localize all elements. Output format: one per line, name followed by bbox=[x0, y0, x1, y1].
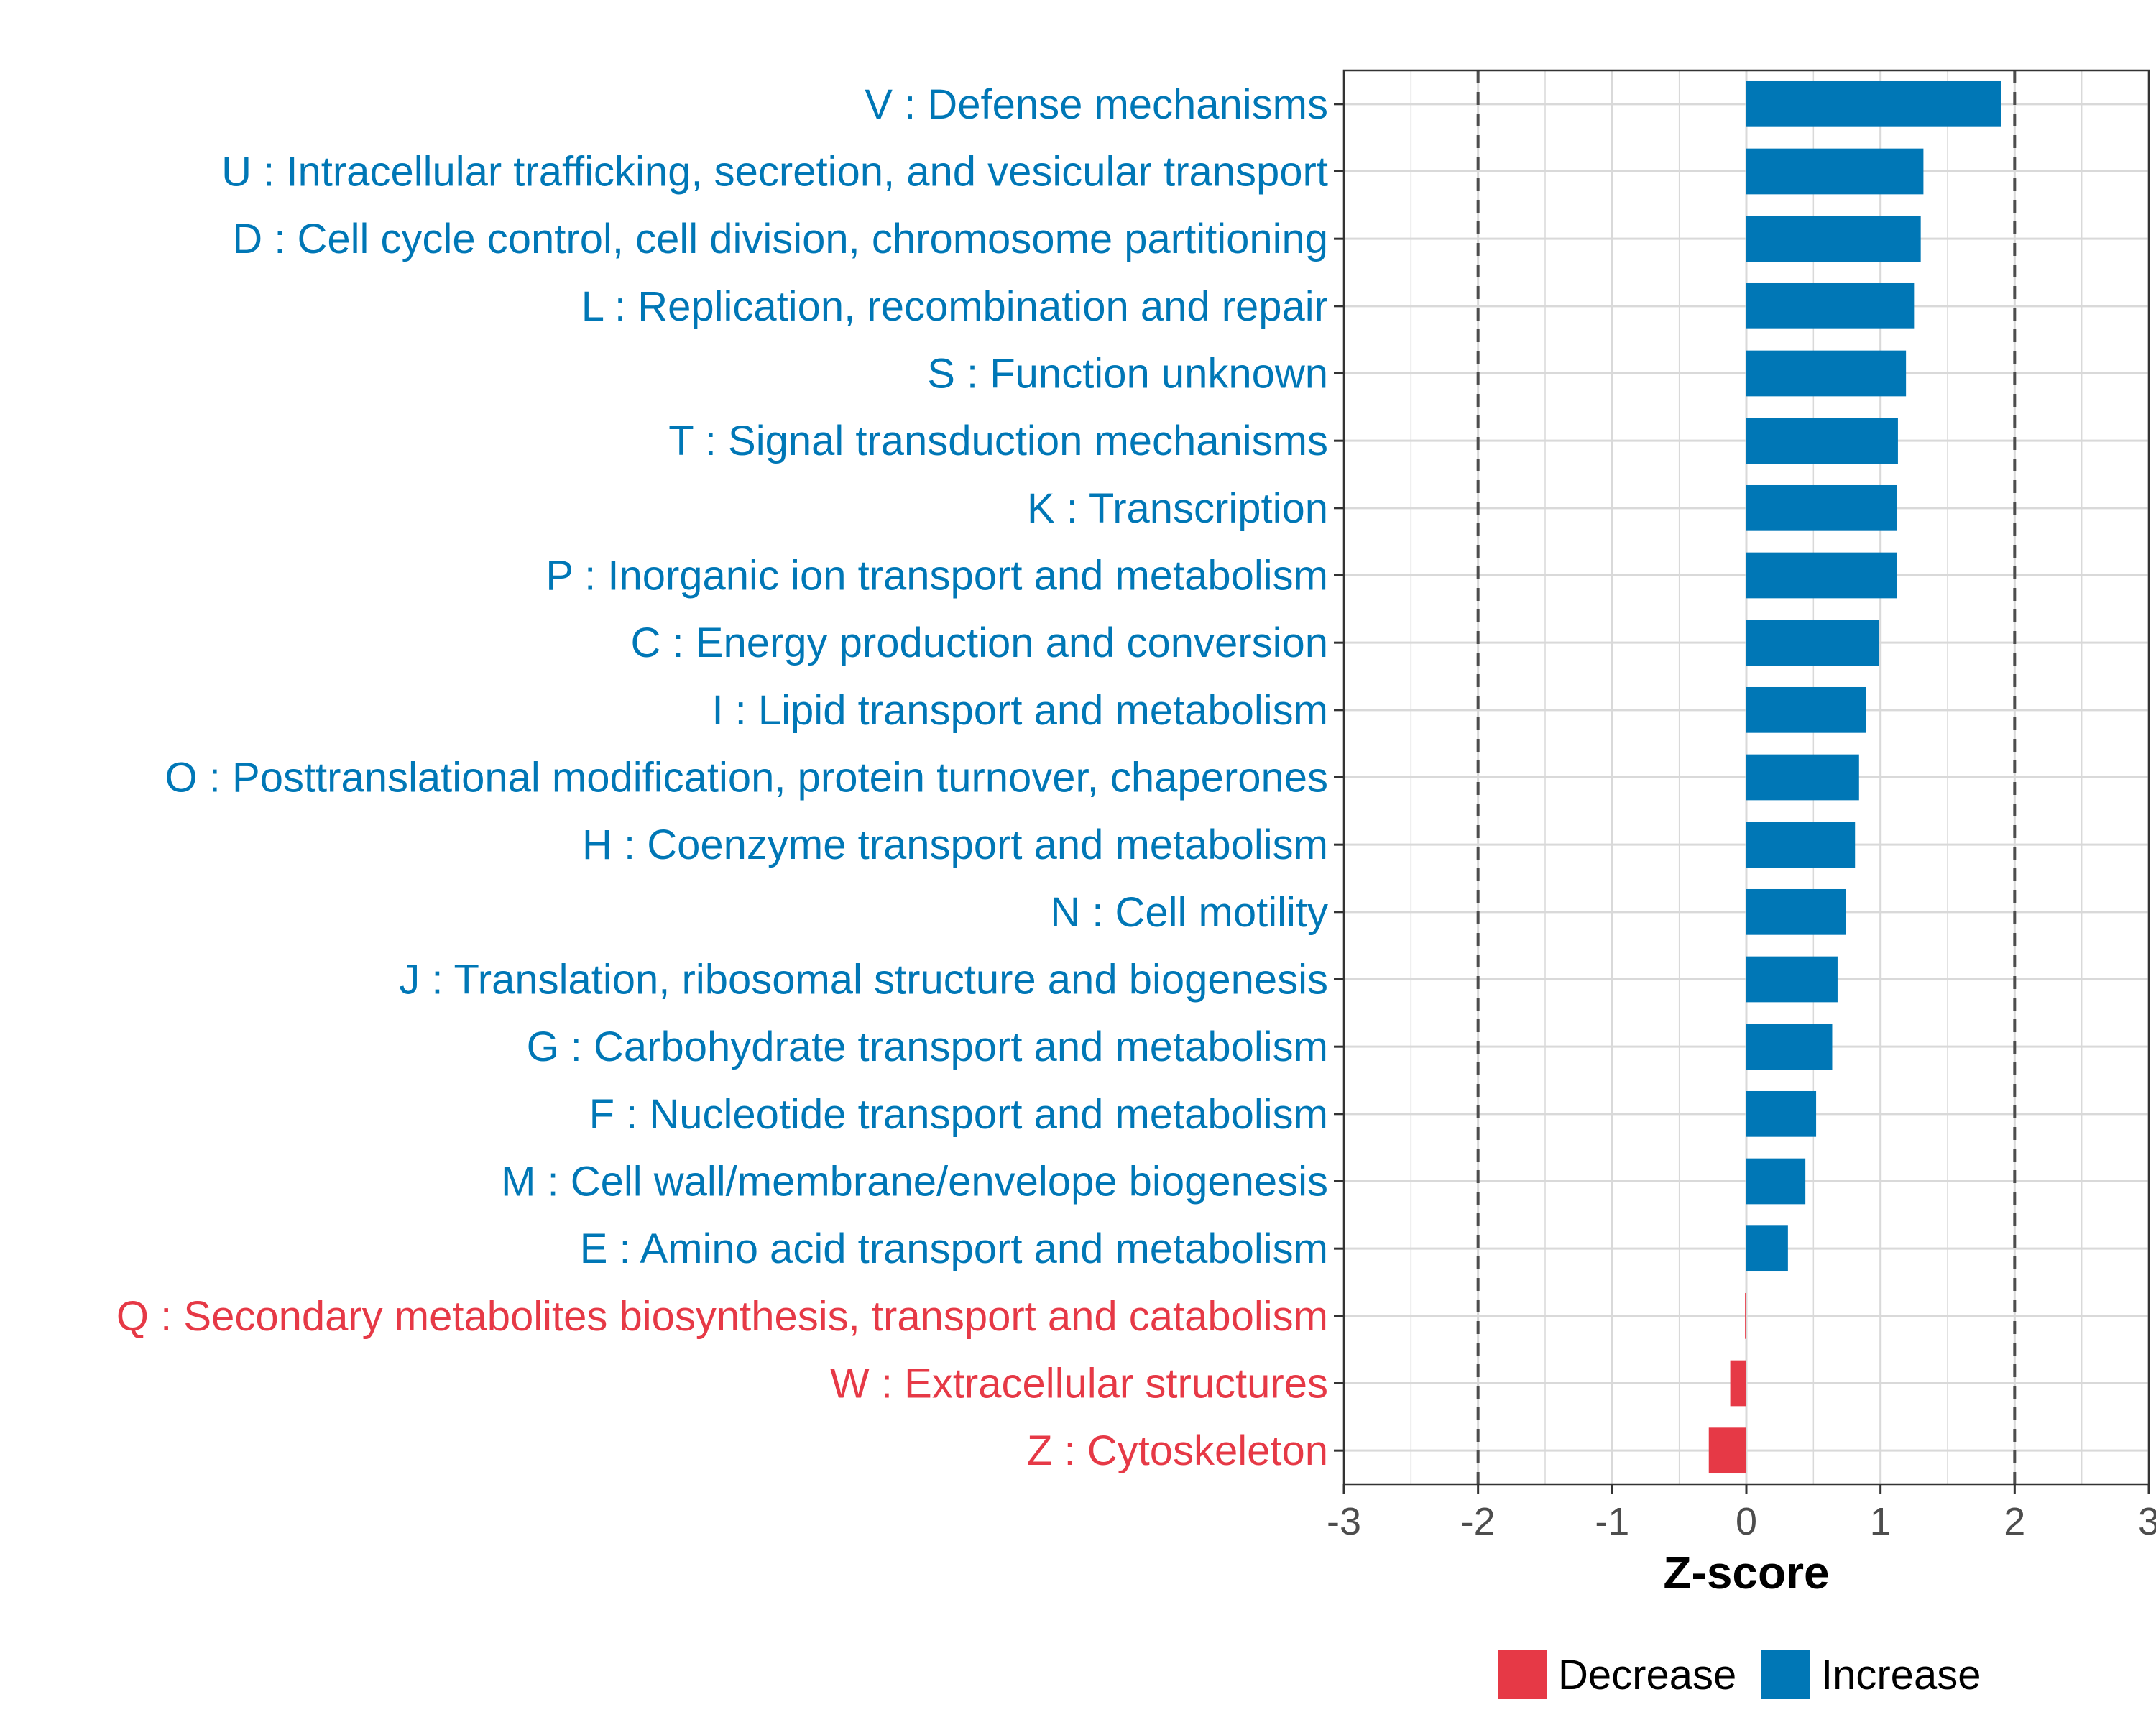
category-label: O : Posttranslational modification, prot… bbox=[165, 755, 1328, 801]
x-tick-label: 3 bbox=[2138, 1500, 2156, 1543]
bar-e bbox=[1746, 1225, 1788, 1272]
category-label: N : Cell motility bbox=[1050, 889, 1328, 936]
bar-k bbox=[1746, 484, 1897, 531]
legend-label-increase: Increase bbox=[1821, 1652, 1981, 1698]
category-label: M : Cell wall/membrane/envelope biogenes… bbox=[501, 1159, 1328, 1205]
category-label: E : Amino acid transport and metabolism bbox=[580, 1225, 1328, 1272]
category-label: I : Lipid transport and metabolism bbox=[711, 687, 1328, 734]
legend-swatch-increase bbox=[1761, 1650, 1810, 1699]
bar-p bbox=[1746, 552, 1897, 599]
x-axis: -3 -2 -1 0 1 2 3 bbox=[1327, 1484, 2156, 1543]
category-label: K : Transcription bbox=[1027, 485, 1328, 532]
category-label: D : Cell cycle control, cell division, c… bbox=[232, 216, 1328, 262]
x-tick-label: 0 bbox=[1736, 1500, 1757, 1543]
bar-z bbox=[1708, 1427, 1746, 1474]
bar-i bbox=[1746, 686, 1866, 733]
category-label: G : Carbohydrate transport and metabolis… bbox=[527, 1024, 1328, 1070]
bar-q bbox=[1745, 1292, 1746, 1339]
bar-m bbox=[1746, 1158, 1806, 1205]
x-axis-title: Z-score bbox=[1663, 1547, 1829, 1598]
bar-j bbox=[1746, 956, 1838, 1003]
bar-s bbox=[1746, 350, 1907, 397]
x-tick-label: -3 bbox=[1327, 1500, 1361, 1543]
bar-h bbox=[1746, 822, 1856, 868]
bar-g bbox=[1746, 1024, 1833, 1070]
category-label: T : Signal transduction mechanisms bbox=[668, 418, 1328, 464]
category-label: Q : Secondary metabolites biosynthesis, … bbox=[116, 1293, 1328, 1340]
x-tick-label: -1 bbox=[1595, 1500, 1629, 1543]
bar-t bbox=[1746, 418, 1898, 464]
legend: Decrease Increase bbox=[1498, 1650, 1981, 1699]
category-label: S : Function unknown bbox=[927, 351, 1328, 397]
bar-v bbox=[1746, 80, 2001, 127]
bar-f bbox=[1746, 1090, 1817, 1137]
bar-n bbox=[1746, 888, 1846, 935]
category-label: H : Coenzyme transport and metabolism bbox=[582, 822, 1328, 868]
x-tick-label: -2 bbox=[1461, 1500, 1496, 1543]
category-label: C : Energy production and conversion bbox=[631, 620, 1328, 666]
legend-label-decrease: Decrease bbox=[1558, 1652, 1736, 1698]
category-label: W : Extracellular structures bbox=[830, 1361, 1328, 1407]
category-label: V : Defense mechanisms bbox=[865, 81, 1328, 128]
bar-o bbox=[1746, 754, 1859, 801]
category-label: Z : Cytoskeleton bbox=[1027, 1427, 1328, 1474]
category-label: F : Nucleotide transport and metabolism bbox=[589, 1091, 1328, 1138]
category-label: L : Replication, recombination and repai… bbox=[581, 283, 1328, 330]
bar-w bbox=[1730, 1360, 1746, 1407]
bars-layer bbox=[1708, 80, 2001, 1474]
x-tick-label: 2 bbox=[2004, 1500, 2025, 1543]
y-axis: V : Defense mechanisms U : Intracellular … bbox=[116, 81, 1344, 1474]
category-label: U : Intracellular trafficking, secretion… bbox=[221, 149, 1328, 196]
x-tick-label: 1 bbox=[1870, 1500, 1892, 1543]
bar-l bbox=[1746, 282, 1915, 329]
legend-swatch-decrease bbox=[1498, 1650, 1547, 1699]
bar-c bbox=[1746, 620, 1879, 666]
category-label: J : Translation, ribosomal structure and… bbox=[399, 957, 1328, 1003]
bar-u bbox=[1746, 148, 1924, 195]
bar-d bbox=[1746, 216, 1921, 262]
category-label: P : Inorganic ion transport and metaboli… bbox=[545, 553, 1328, 599]
